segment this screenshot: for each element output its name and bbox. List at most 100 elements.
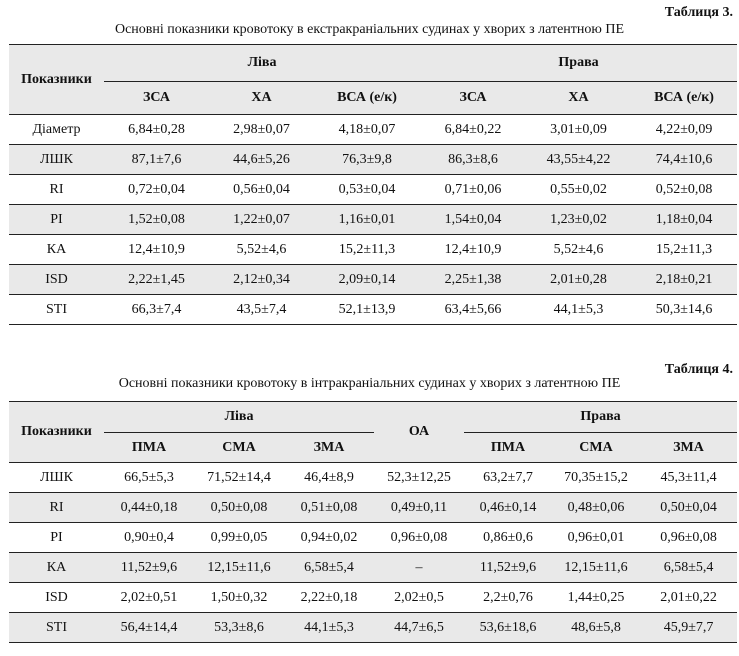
- table-cell: 0,96±0,08: [390, 529, 448, 545]
- table-cell: 0,55±0,02: [550, 181, 607, 197]
- table-cell: 1,22±0,07: [209, 204, 314, 235]
- table-cell: 70,35±15,2: [564, 469, 628, 485]
- table-cell: 45,9±7,7: [640, 612, 738, 643]
- table3-column-headers: ЗСА ХА ВСА (е/к) ЗСА ХА ВСА (е/к): [9, 81, 738, 115]
- table-row: STI 56,4±14,4 53,3±8,6 44,1±5,3 44,7±6,5 53,6…: [9, 612, 738, 643]
- table-cell: 63,2±7,7: [483, 469, 533, 485]
- table-cell: 63,4±5,66: [444, 301, 502, 317]
- table-cell: 5,52±4,6: [553, 241, 604, 257]
- table-cell: 0,46±0,14: [464, 492, 553, 523]
- table-cell: 12,4±10,9: [444, 241, 502, 257]
- table4-middle-column: ОА: [374, 401, 465, 463]
- row-label: PI: [9, 204, 104, 235]
- table-cell: 2,18±0,21: [631, 264, 738, 295]
- table-cell: 1,52±0,08: [104, 204, 209, 235]
- table4-col-header: ЗМА: [284, 432, 375, 463]
- table4-col-header: ЗМА: [640, 432, 738, 463]
- table-cell: 0,56±0,04: [233, 181, 290, 197]
- table-cell: 44,1±5,3: [284, 612, 375, 643]
- table-cell: 2,25±1,38: [420, 264, 527, 295]
- table-cell: 1,54±0,04: [420, 204, 527, 235]
- table3-col-header: ХА: [209, 81, 314, 115]
- table-cell: 0,51±0,08: [284, 492, 375, 523]
- table-cell: 0,44±0,18: [104, 492, 194, 523]
- table-cell: 2,2±0,76: [483, 589, 533, 605]
- table-row: ЛШК 66,5±5,3 71,52±14,4 46,4±8,9 52,3±12,25 6…: [9, 462, 738, 493]
- table3: Показники Ліва Права ЗСА ХА ВСА (е/к) ЗС…: [9, 44, 738, 325]
- table-cell: 52,3±12,25: [387, 469, 451, 485]
- table-cell: 11,52±9,6: [104, 552, 194, 583]
- table-cell: 48,6±5,8: [552, 612, 641, 643]
- table-cell: 6,84±0,22: [444, 121, 502, 137]
- table4-right-group: Права: [464, 401, 738, 433]
- table-cell: 2,01±0,22: [660, 589, 717, 605]
- table-cell: 0,90±0,4: [124, 529, 174, 545]
- table-cell: 43,55±4,22: [526, 144, 632, 175]
- table3-col-header: ЗСА: [104, 81, 209, 115]
- table-cell: 2,01±0,28: [526, 264, 632, 295]
- table3-col-header: ВСА (е/к): [631, 81, 738, 115]
- table3-caption: Основні показники кровотоку в екстракран…: [114, 22, 625, 37]
- table-cell: 0,50±0,08: [194, 492, 284, 523]
- table-cell: 1,23±0,02: [526, 204, 632, 235]
- row-label: PI: [50, 529, 63, 545]
- table-cell: 6,58±5,4: [284, 552, 375, 583]
- table-row: КА 12,4±10,9 5,52±4,6 15,2±11,3 12,4±10,9 5,5…: [9, 234, 738, 265]
- table4-column-headers: ПМА СМА ЗМА ПМА СМА ЗМА: [9, 432, 738, 463]
- table3-number: Таблиця 3.: [664, 5, 733, 20]
- table-cell: 46,4±8,9: [304, 469, 354, 485]
- table-cell: 1,44±0,25: [567, 589, 625, 605]
- table-row: STI 66,3±7,4 43,5±7,4 52,1±13,9 63,4±5,66 44,…: [9, 294, 738, 325]
- table4-col-header: ПМА: [104, 432, 194, 463]
- table-cell: 4,22±0,09: [655, 121, 713, 137]
- table-cell: 2,09±0,14: [314, 264, 421, 295]
- table-cell: 0,72±0,04: [128, 181, 185, 197]
- table-cell: 1,16±0,01: [314, 204, 421, 235]
- table3-col-header: ЗСА: [420, 81, 527, 115]
- table-cell: 87,1±7,6: [104, 144, 209, 175]
- table-row: Діаметр 6,84±0,28 2,98±0,07 4,18±0,07 6,84±0…: [9, 114, 738, 145]
- table-cell: 3,01±0,09: [550, 121, 607, 137]
- table3-col-header: ВСА (е/к): [314, 81, 421, 115]
- table3-row-header: Показники: [9, 44, 104, 115]
- table4-number: Таблиця 4.: [664, 362, 733, 377]
- table-row: PI 0,90±0,4 0,99±0,05 0,94±0,02 0,96±0,08 0,8…: [9, 522, 738, 553]
- table-cell: 0,49±0,11: [374, 492, 465, 523]
- table-cell: 0,53±0,04: [338, 181, 396, 197]
- table-cell: 0,96±0,01: [567, 529, 625, 545]
- table-cell: 5,52±4,6: [236, 241, 287, 257]
- table-cell: 6,58±5,4: [640, 552, 738, 583]
- table-cell: 0,71±0,06: [444, 181, 502, 197]
- table-cell: 44,6±5,26: [209, 144, 314, 175]
- table-cell: 15,2±11,3: [338, 241, 396, 257]
- table-cell: 0,86±0,6: [483, 529, 533, 545]
- table4-col-header: СМА: [194, 432, 284, 463]
- table-cell: –: [374, 552, 465, 583]
- table-cell: 2,22±1,45: [104, 264, 209, 295]
- table-cell: 2,02±0,51: [120, 589, 178, 605]
- table-cell: 6,84±0,28: [128, 121, 185, 137]
- row-label: STI: [9, 612, 104, 643]
- table-row: RI 0,44±0,18 0,50±0,08 0,51±0,08 0,49±0,11 0,…: [9, 492, 738, 523]
- table-row: RI 0,72±0,04 0,56±0,04 0,53±0,04 0,71±0,06 0,…: [9, 174, 738, 205]
- table4: Показники Ліва ОА Права ПМА СМА ЗМА ПМА …: [9, 401, 738, 643]
- table-cell: 12,15±11,6: [194, 552, 284, 583]
- table-cell: 43,5±7,4: [236, 301, 287, 317]
- table-cell: 74,4±10,6: [631, 144, 738, 175]
- table-cell: 0,99±0,05: [210, 529, 268, 545]
- table-cell: 86,3±8,6: [420, 144, 527, 175]
- table-cell: 50,3±14,6: [655, 301, 713, 317]
- table4-col-header: СМА: [552, 432, 641, 463]
- row-label: RI: [49, 181, 64, 197]
- table-cell: 0,52±0,08: [655, 181, 713, 197]
- table-cell: 0,50±0,04: [640, 492, 738, 523]
- table-cell: 0,96±0,08: [660, 529, 717, 545]
- table-cell: 12,15±11,6: [552, 552, 641, 583]
- row-label: ЛШК: [40, 469, 73, 485]
- table-row: КА 11,52±9,6 12,15±11,6 6,58±5,4–11,52±9,6 1…: [9, 552, 738, 583]
- table-cell: 53,3±8,6: [194, 612, 284, 643]
- table-cell: 0,48±0,06: [552, 492, 641, 523]
- table-cell: 2,12±0,34: [209, 264, 314, 295]
- table-cell: 76,3±9,8: [314, 144, 421, 175]
- table-cell: 0,94±0,02: [300, 529, 358, 545]
